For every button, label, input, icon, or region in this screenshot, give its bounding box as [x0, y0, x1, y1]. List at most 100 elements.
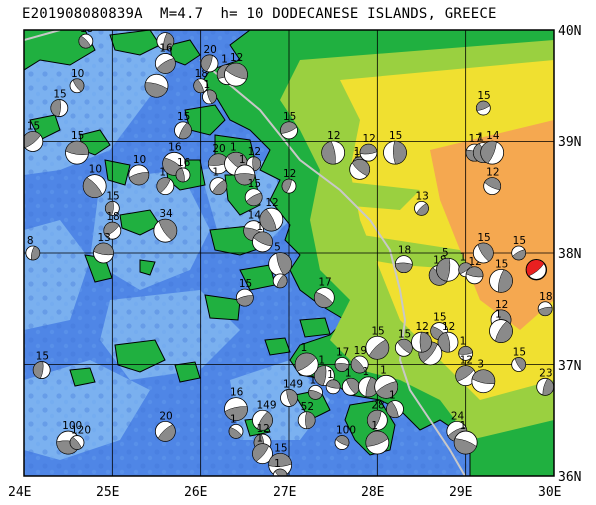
focal-mechanism-symbol [78, 33, 94, 49]
event-depth-label: 1 [380, 364, 387, 376]
focal-mechanism-symbol [383, 140, 407, 165]
focal-mechanism-symbol [153, 218, 178, 243]
lat-label-37n: 37N [558, 359, 581, 374]
event-title: E201908080839A M=4.7 h= 10 DODECANESE IS… [22, 6, 497, 22]
event-depth-label: 1 [371, 420, 378, 432]
event-depth-label: 24 [451, 410, 465, 422]
focal-mechanism-symbol [308, 384, 323, 400]
event-depth-label: 1 [327, 369, 334, 381]
event-depth-label: 12 [327, 130, 340, 142]
event-depth-label: 15 [177, 111, 190, 123]
event-depth-label: 3 [477, 359, 484, 371]
focal-mechanism-symbol [489, 268, 513, 293]
event-depth-label: 18 [398, 245, 411, 257]
focal-mechanism-symbol [475, 100, 491, 116]
focal-mechanism-symbol [272, 273, 288, 289]
focal-mechanism-symbol [103, 221, 122, 240]
focal-mechanism-symbol [144, 73, 169, 98]
event-depth-label: 12 [495, 299, 508, 311]
event-depth-label: 10 [71, 68, 84, 80]
event-depth-label: 100 [336, 425, 356, 437]
event-depth-label: 100 [62, 420, 82, 432]
event-depth-label: 1 [389, 390, 396, 402]
focal-mechanism-symbol [472, 242, 494, 264]
focal-mechanism-symbol [325, 379, 341, 395]
focal-mechanism-symbol [235, 288, 254, 307]
lon-labels: 24E 25E 26E 27E 28E 29E 30E [8, 485, 561, 500]
focal-mechanism-symbol [104, 200, 120, 216]
event-depth-label: 17 [469, 133, 482, 145]
event-depth-label: 34 [159, 208, 173, 220]
event-depth-label: 15 [513, 347, 526, 359]
event-depth-label: 16 [159, 42, 173, 54]
event-depth-label: 15 [53, 89, 66, 101]
focal-mechanism-symbol [268, 452, 293, 476]
event-depth-label: 18 [106, 211, 119, 223]
focal-mechanism-symbol [50, 99, 69, 117]
event-depth-label: 15 [27, 121, 40, 133]
focal-mechanism-symbol [93, 242, 114, 264]
event-depth-label: 1 [159, 167, 166, 179]
event-depth-label: 8 [27, 235, 34, 247]
focal-mechanism-symbol [365, 430, 390, 455]
event-depth-label: 18 [80, 23, 93, 35]
focal-mechanism-symbol [156, 32, 175, 51]
focal-mechanism-symbol [365, 335, 390, 360]
focal-mechanism-symbol [483, 177, 502, 196]
focal-mechanism-symbol [272, 468, 288, 476]
event-depth-label: 12 [265, 197, 278, 209]
focal-mechanism-symbol [268, 252, 293, 277]
focal-mechanism-symbol [471, 369, 496, 394]
event-depth-label: 1 [460, 335, 467, 347]
event-depth-label: 149 [283, 378, 303, 390]
focal-mechanism-symbol [154, 53, 176, 74]
event-depth-label: 15 [239, 278, 252, 290]
event-depth-label: 120 [71, 425, 91, 437]
focal-mechanism-symbol [69, 435, 85, 450]
event-depth-label: 15 [36, 351, 49, 363]
event-depth-label: 1 [354, 148, 361, 160]
event-depth-label: 1 [257, 221, 264, 233]
focal-mechanism-symbol [465, 266, 484, 285]
focal-mechanism-symbol [175, 167, 191, 183]
focal-mechanism-symbol [244, 188, 263, 207]
event-depth-label: 1 [274, 458, 281, 470]
focal-mechanism-symbol [511, 357, 527, 372]
event-depth-label: 13 [98, 232, 111, 244]
focal-mechanism-symbol [202, 89, 217, 105]
event-depth-label: 15 [389, 130, 402, 142]
event-depth-label: 18 [539, 291, 552, 303]
lon-label-27e: 27E [273, 485, 296, 500]
event-depth-label: 20 [204, 44, 217, 56]
focal-mechanism-symbol [536, 377, 554, 396]
event-depth-label: 15 [398, 328, 411, 340]
event-depth-label: 12 [248, 146, 261, 158]
focal-mechanism-symbol [480, 140, 505, 165]
focal-mechanism-symbol [537, 301, 553, 317]
focal-mechanism-symbol [281, 178, 297, 194]
event-depth-label: 15 [106, 190, 119, 202]
event-depth-label: 1 [301, 342, 308, 354]
focal-mechanism-symbol [334, 435, 350, 450]
lon-label-30e: 30E [538, 485, 561, 500]
focal-mechanism-symbol [174, 121, 192, 140]
event-depth-label: 16 [177, 157, 191, 169]
focal-mechanism-symbol [511, 245, 527, 261]
focal-mechanism-symbol [313, 287, 335, 309]
focal-mechanism-symbol [280, 121, 298, 140]
focal-mechanism-symbol [359, 143, 378, 162]
event-depth-label: 19 [354, 345, 367, 357]
event-depth-label: 20 [159, 410, 172, 422]
event-depth-label: 17 [318, 277, 331, 289]
event-depth-label: 15 [477, 232, 490, 244]
focal-mechanism-symbol [366, 409, 388, 431]
event-depth-label: 23 [539, 367, 552, 379]
event-depth-label: 1 [257, 433, 264, 445]
event-depth-label: 15 [248, 178, 261, 190]
focal-mechanism-symbol [386, 400, 404, 419]
lat-label-40n: 40N [558, 24, 581, 39]
event-depth-label: 12 [257, 423, 270, 435]
event-depth-label: 15 [71, 130, 84, 142]
map-frame [23, 29, 555, 477]
